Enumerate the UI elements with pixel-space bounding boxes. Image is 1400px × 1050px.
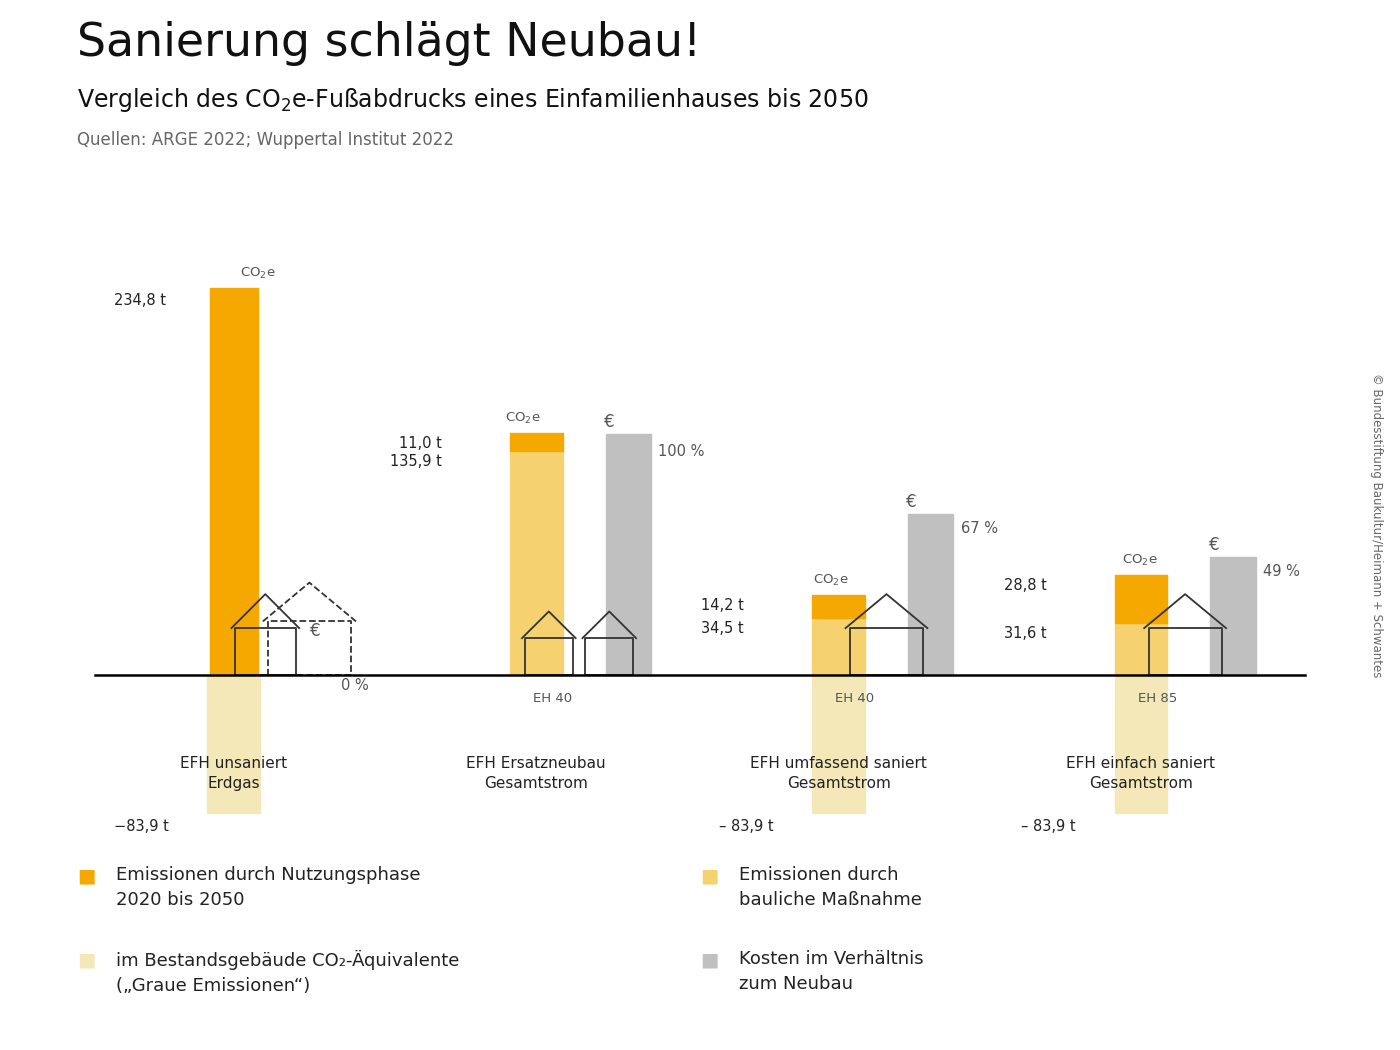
Text: 67 %: 67 % xyxy=(960,521,998,536)
Text: 11,0 t: 11,0 t xyxy=(399,436,442,450)
Text: im Bestandsgebäude CO₂-Äquivalente
(„Graue Emissionen“): im Bestandsgebäude CO₂-Äquivalente („Gra… xyxy=(116,950,459,995)
Bar xyxy=(909,513,953,675)
Text: CO$_2$e: CO$_2$e xyxy=(241,266,276,280)
Bar xyxy=(510,433,563,450)
Text: – 83,9 t: – 83,9 t xyxy=(1021,819,1077,834)
Text: Emissionen durch
bauliche Maßnahme: Emissionen durch bauliche Maßnahme xyxy=(739,866,923,909)
Text: – 83,9 t: – 83,9 t xyxy=(720,819,774,834)
Text: ■: ■ xyxy=(700,866,718,885)
Bar xyxy=(210,288,258,675)
Bar xyxy=(207,675,260,814)
Text: EFH einfach saniert
Gesamtstrom: EFH einfach saniert Gesamtstrom xyxy=(1067,756,1215,791)
Text: €: € xyxy=(311,623,321,640)
Bar xyxy=(1114,675,1168,814)
Text: −83,9 t: −83,9 t xyxy=(113,819,169,834)
Text: Quellen: ARGE 2022; Wuppertal Institut 2022: Quellen: ARGE 2022; Wuppertal Institut 2… xyxy=(77,131,454,149)
Text: EH 85: EH 85 xyxy=(1138,692,1177,706)
Bar xyxy=(812,594,865,618)
Text: Sanierung schlägt Neubau!: Sanierung schlägt Neubau! xyxy=(77,21,701,66)
Text: Vergleich des CO$_2$e-Fußabdrucks eines Einfamilienhauses bis 2050: Vergleich des CO$_2$e-Fußabdrucks eines … xyxy=(77,86,868,114)
Text: Kosten im Verhältnis
zum Neubau: Kosten im Verhältnis zum Neubau xyxy=(739,950,924,993)
Bar xyxy=(605,434,651,675)
Text: 0 %: 0 % xyxy=(342,678,368,693)
Text: 234,8 t: 234,8 t xyxy=(113,293,167,309)
Text: CO$_2$e: CO$_2$e xyxy=(504,411,540,425)
Text: ■: ■ xyxy=(700,950,718,969)
Text: EH 40: EH 40 xyxy=(533,692,573,706)
Text: CO$_2$e: CO$_2$e xyxy=(1121,553,1158,568)
Bar xyxy=(1114,623,1168,675)
Text: ■: ■ xyxy=(77,866,95,885)
Text: 31,6 t: 31,6 t xyxy=(1004,626,1047,640)
Text: EFH unsaniert
Erdgas: EFH unsaniert Erdgas xyxy=(181,756,287,791)
Text: 34,5 t: 34,5 t xyxy=(701,621,745,636)
Bar xyxy=(812,618,865,675)
Bar xyxy=(510,450,563,675)
Bar xyxy=(1210,556,1256,675)
Text: 100 %: 100 % xyxy=(658,444,704,459)
Bar xyxy=(812,675,865,814)
Text: © Bundesstiftung Baukultur/Heimann + Schwantes: © Bundesstiftung Baukultur/Heimann + Sch… xyxy=(1371,373,1383,677)
Text: €: € xyxy=(906,492,917,510)
Text: 14,2 t: 14,2 t xyxy=(701,597,745,612)
Text: EH 40: EH 40 xyxy=(836,692,875,706)
Text: €: € xyxy=(603,414,615,432)
Text: ■: ■ xyxy=(77,950,95,969)
Text: EFH umfassend saniert
Gesamtstrom: EFH umfassend saniert Gesamtstrom xyxy=(750,756,927,791)
Text: 135,9 t: 135,9 t xyxy=(389,454,442,468)
Text: Emissionen durch Nutzungsphase
2020 bis 2050: Emissionen durch Nutzungsphase 2020 bis … xyxy=(116,866,420,909)
Text: EFH Ersatzneubau
Gesamtstrom: EFH Ersatzneubau Gesamtstrom xyxy=(466,756,606,791)
Text: €: € xyxy=(1208,537,1219,554)
Bar xyxy=(1114,575,1168,623)
Text: 49 %: 49 % xyxy=(1263,564,1301,579)
Text: 28,8 t: 28,8 t xyxy=(1004,579,1047,593)
Text: CO$_2$e: CO$_2$e xyxy=(813,572,848,588)
